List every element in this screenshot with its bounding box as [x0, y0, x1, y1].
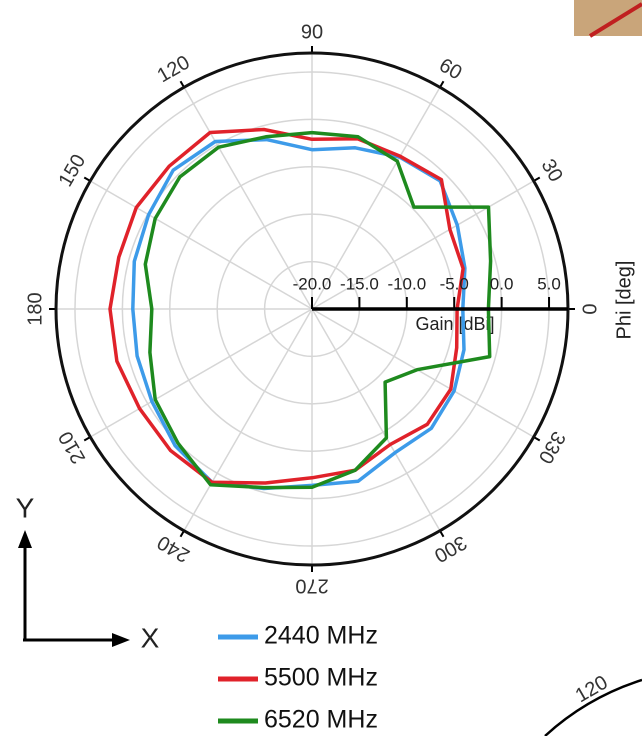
- angle-tick-label: 180: [24, 292, 46, 325]
- grid-spoke: [311, 308, 441, 532]
- axes-icon: Y X: [16, 492, 160, 653]
- inset-arc: [544, 678, 642, 736]
- radial-tick-label: -5.0: [440, 274, 469, 293]
- angle-tick-label: 300: [430, 531, 470, 567]
- legend-label: 6520 MHz: [264, 706, 378, 734]
- radial-tick-label: 5.0: [537, 274, 561, 293]
- angle-tick-label: 120: [154, 51, 194, 87]
- grid-spoke: [89, 308, 313, 438]
- x-label: X: [141, 622, 160, 653]
- angle-tick-label: 60: [435, 54, 465, 84]
- angle-tick-label: 0: [578, 303, 600, 314]
- legend-label: 5500 MHz: [264, 664, 378, 692]
- y-arrowhead: [18, 530, 32, 548]
- grid-spoke: [311, 86, 441, 310]
- radial-tick-label: -15.0: [340, 274, 379, 293]
- series-line: [143, 130, 493, 490]
- grid-spoke: [311, 308, 535, 438]
- cropped-photo: [574, 0, 642, 36]
- grid-spoke: [311, 180, 535, 310]
- radial-axis-label: Gain [dBi]: [415, 314, 494, 334]
- angle-axis-label: Phi [deg]: [613, 261, 635, 340]
- grid-spoke: [89, 180, 313, 310]
- radial-tick-label: -10.0: [387, 274, 426, 293]
- angle-tick-label: 330: [534, 427, 570, 467]
- legend-label: 2440 MHz: [264, 622, 378, 650]
- radial-tick-label: 0.0: [490, 274, 514, 293]
- angle-tick-label: 240: [154, 531, 194, 567]
- radial-tick-label: -20.0: [293, 274, 332, 293]
- angle-tick-label: 270: [295, 575, 328, 597]
- angle-tick-label: 90: [301, 21, 323, 43]
- inset-label: 120: [572, 672, 612, 708]
- grid-spoke: [183, 308, 313, 532]
- cropped-photo-detail: [588, 2, 642, 38]
- grid-spoke: [183, 86, 313, 310]
- angle-tick-label: 210: [54, 427, 90, 467]
- x-arrowhead: [112, 633, 130, 647]
- angle-tick-label: 150: [54, 151, 90, 191]
- y-label: Y: [16, 492, 35, 523]
- series-line: [108, 127, 465, 485]
- angle-tick-label: 30: [537, 156, 567, 186]
